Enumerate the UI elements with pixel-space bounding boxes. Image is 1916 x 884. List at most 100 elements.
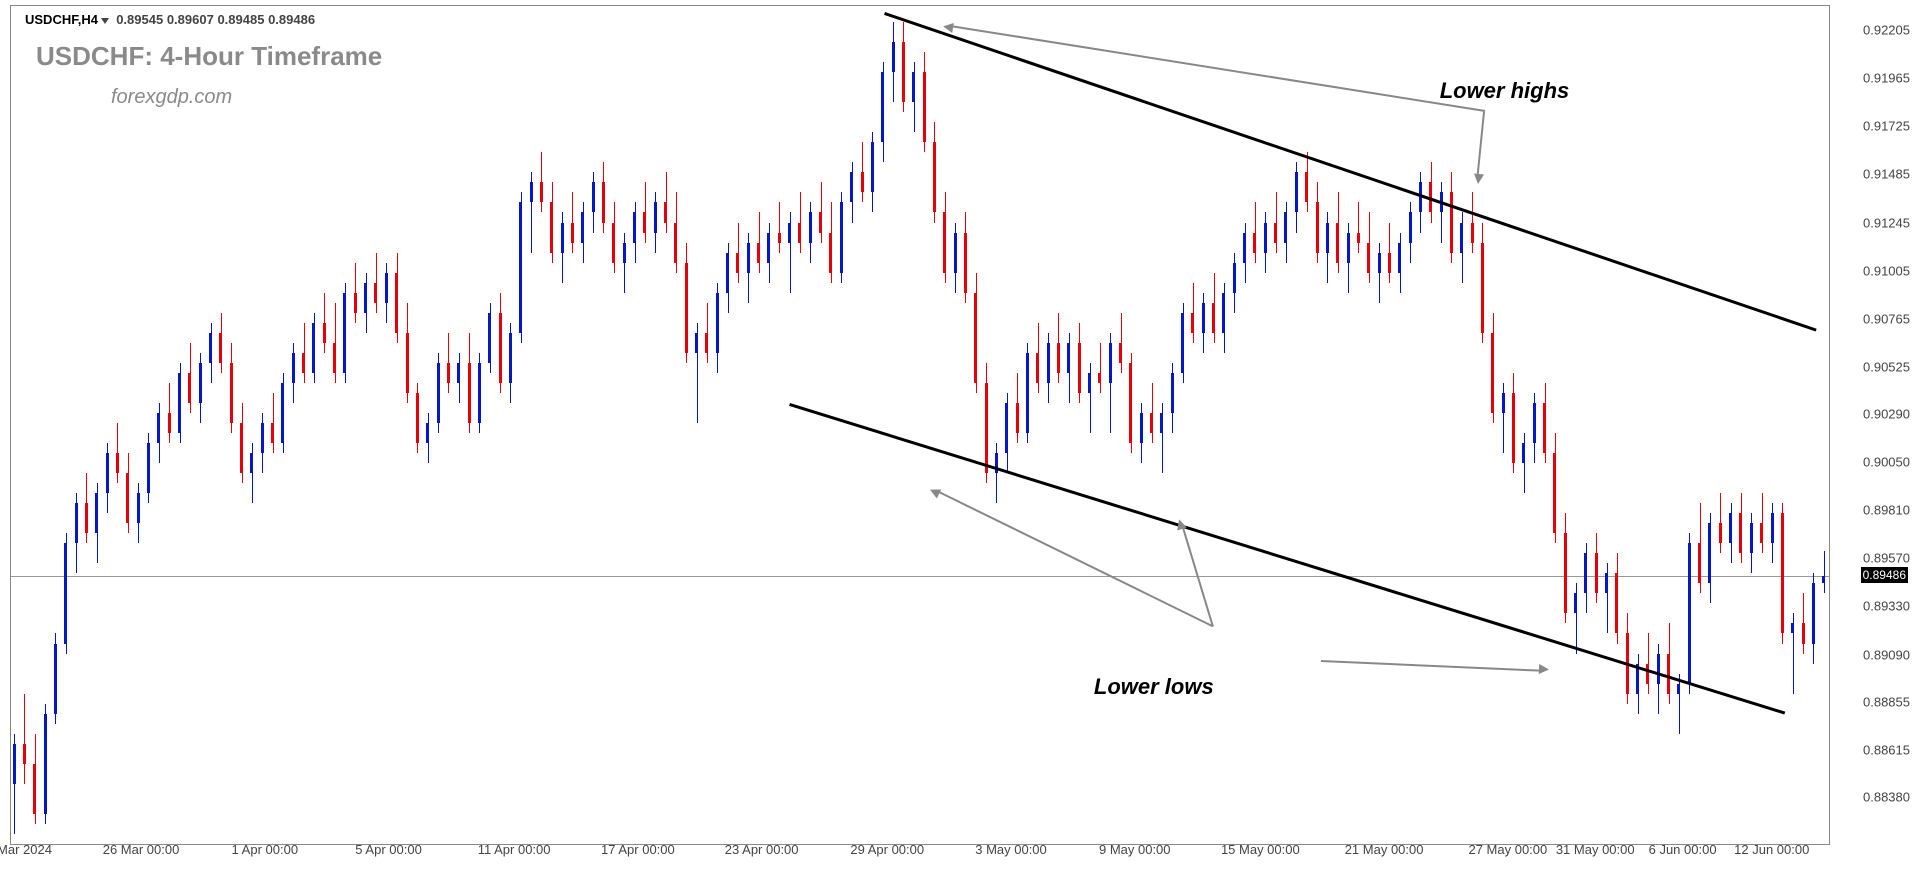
candle-body [519, 202, 522, 332]
candle-body [323, 323, 326, 343]
ohlc-c: 0.89486 [268, 12, 315, 27]
candle-body [840, 202, 843, 272]
candle-body [654, 202, 657, 232]
candle-body [581, 212, 584, 242]
x-tick-label: 27 May 00:00 [1468, 842, 1547, 857]
candle-body [333, 343, 336, 373]
ohlc-h: 0.89607 [167, 12, 214, 27]
candle-body [1802, 623, 1805, 643]
candle-body [1822, 576, 1825, 583]
dropdown-icon[interactable] [101, 18, 109, 24]
candle-body [1502, 393, 1505, 413]
candle-body [695, 333, 698, 353]
x-tick-label: 17 Apr 00:00 [601, 842, 675, 857]
candle-body [1016, 403, 1019, 433]
candle-body [364, 283, 367, 313]
arrow-head-icon [942, 21, 953, 32]
candle-body [1398, 243, 1401, 273]
candle-body [385, 273, 388, 303]
candle-body [1605, 573, 1608, 593]
candle-wick [1824, 551, 1825, 593]
candle-body [1378, 253, 1381, 273]
candle-body [1667, 654, 1670, 694]
candle-body [1543, 403, 1546, 453]
candle-body [1140, 413, 1143, 443]
candle-body [1357, 233, 1360, 243]
candle-body [13, 744, 16, 784]
candle-body [1119, 343, 1122, 363]
x-tick-label: 9 May 00:00 [1099, 842, 1171, 857]
symbol-name: USDCHF,H4 [25, 12, 98, 27]
candle-body [1067, 343, 1070, 373]
y-tick-label: 0.88855 [1863, 694, 1910, 709]
candle-body [571, 223, 574, 243]
candle-body [1088, 373, 1091, 393]
candle-body [1150, 413, 1153, 433]
candle-body [1202, 303, 1205, 333]
candle-body [261, 423, 264, 453]
candle-body [95, 493, 98, 533]
annotation-arrow [951, 25, 1486, 112]
candle-body [1512, 393, 1515, 463]
candle-body [1595, 553, 1598, 593]
y-tick-label: 0.90050 [1863, 455, 1910, 470]
candle-body [1160, 413, 1163, 433]
candle-body [1098, 373, 1101, 383]
candle-body [881, 72, 884, 142]
candle-wick [1358, 202, 1359, 252]
x-tick-label: 12 Jun 00:00 [1734, 842, 1809, 857]
candle-body [1336, 223, 1339, 263]
y-tick-label: 0.90290 [1863, 406, 1910, 421]
candle-body [561, 223, 564, 253]
current-price-tag: 0.89486 [1861, 567, 1908, 583]
candle-body [1450, 192, 1453, 252]
candle-wick [1379, 243, 1380, 303]
plot-area[interactable]: USDCHF,H4 0.89545 0.89607 0.89485 0.8948… [10, 5, 1830, 845]
candle-body [1326, 223, 1329, 253]
ohlc-l: 0.89485 [217, 12, 264, 27]
candle-body [923, 72, 926, 142]
candle-body [457, 363, 460, 383]
candle-body [281, 383, 284, 443]
candle-body [1481, 243, 1484, 333]
candle-body [1584, 553, 1587, 593]
candle-body [416, 393, 419, 443]
candle-body [292, 353, 295, 383]
y-tick-label: 0.89090 [1863, 647, 1910, 662]
candle-body [674, 223, 677, 263]
candle-body [974, 293, 977, 383]
y-tick-label: 0.90765 [1863, 311, 1910, 326]
ohlc-header: USDCHF,H4 0.89545 0.89607 0.89485 0.8948… [25, 12, 315, 27]
candle-body [1812, 583, 1815, 643]
arrow-head-icon [1473, 174, 1484, 185]
x-tick-label: 20 Mar 2024 [0, 842, 52, 857]
candle-body [1471, 223, 1474, 243]
candle-wick [1679, 674, 1680, 734]
candle-body [664, 202, 667, 222]
candle-body [1129, 363, 1132, 443]
candle-body [509, 333, 512, 383]
candle-body [126, 473, 129, 523]
y-tick-label: 0.89330 [1863, 599, 1910, 614]
candle-body [85, 503, 88, 533]
candle-body [374, 283, 377, 303]
x-tick-label: 5 Apr 00:00 [355, 842, 422, 857]
candle-body [1305, 172, 1308, 202]
candle-body [1181, 313, 1184, 373]
x-tick-label: 6 Jun 00:00 [1649, 842, 1717, 857]
candle-body [312, 323, 315, 373]
candle-body [271, 423, 274, 443]
x-tick-label: 1 Apr 00:00 [232, 842, 299, 857]
candle-body [1729, 513, 1732, 543]
candle-body [726, 253, 729, 293]
annotation-arrow [1477, 112, 1485, 176]
candle-body [902, 42, 905, 102]
candle-body [788, 223, 791, 243]
x-tick-label: 26 Mar 00:00 [103, 842, 180, 857]
candle-body [1491, 333, 1494, 413]
candle-body [1347, 233, 1350, 263]
chart-subtitle: forexgdp.com [111, 86, 232, 109]
candle-body [623, 243, 626, 263]
x-tick-label: 3 May 00:00 [975, 842, 1047, 857]
candle-body [592, 182, 595, 212]
